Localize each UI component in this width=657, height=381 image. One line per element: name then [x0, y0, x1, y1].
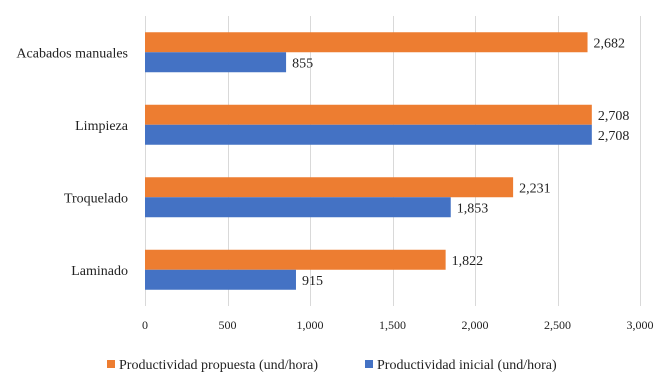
x-tick-label: 1,500	[379, 318, 406, 332]
x-axis-ticks: 0 500 1,000 1,500 2,000 2,500 3,000	[142, 318, 654, 332]
data-label: 2,708	[598, 129, 630, 144]
data-label: 2,231	[519, 181, 551, 196]
category-label: Laminado	[71, 264, 128, 279]
bar-propuesta	[145, 32, 588, 53]
data-label: 915	[302, 274, 323, 289]
x-tick-label: 1,000	[297, 318, 324, 332]
legend-label: Productividad inicial (und/hora)	[377, 358, 557, 373]
legend-swatch	[107, 360, 115, 368]
bar-inicial	[145, 269, 296, 290]
bar-inicial	[145, 124, 592, 145]
bar-inicial	[145, 52, 287, 73]
data-label: 1,853	[457, 201, 489, 216]
x-tick-label: 2,500	[544, 318, 571, 332]
data-label: 2,682	[594, 36, 626, 51]
data-label: 1,822	[452, 254, 484, 269]
bars	[145, 32, 592, 290]
x-tick-label: 2,000	[462, 318, 489, 332]
category-label: Limpieza	[75, 119, 129, 134]
category-label: Acabados manuales	[16, 46, 128, 61]
x-tick-label: 500	[219, 318, 237, 332]
data-label: 2,708	[598, 109, 630, 124]
category-labels: Acabados manuales Limpieza Troquelado Lamin…	[16, 46, 128, 279]
data-label: 855	[292, 56, 313, 71]
x-tick-label: 3,000	[627, 318, 654, 332]
category-label: Troquelado	[64, 191, 128, 206]
bar-propuesta	[145, 177, 514, 198]
data-labels: 2,682 855 2,708 2,708 2,231 1,853 1,822 915	[292, 36, 629, 289]
legend: Productividad propuesta (und/hora) Produc…	[107, 358, 557, 373]
bar-propuesta	[145, 104, 592, 125]
bar-propuesta	[145, 249, 446, 270]
x-tick-label: 0	[142, 318, 148, 332]
legend-swatch	[365, 360, 373, 368]
legend-label: Productividad propuesta (und/hora)	[119, 358, 318, 373]
bar-inicial	[145, 197, 451, 218]
